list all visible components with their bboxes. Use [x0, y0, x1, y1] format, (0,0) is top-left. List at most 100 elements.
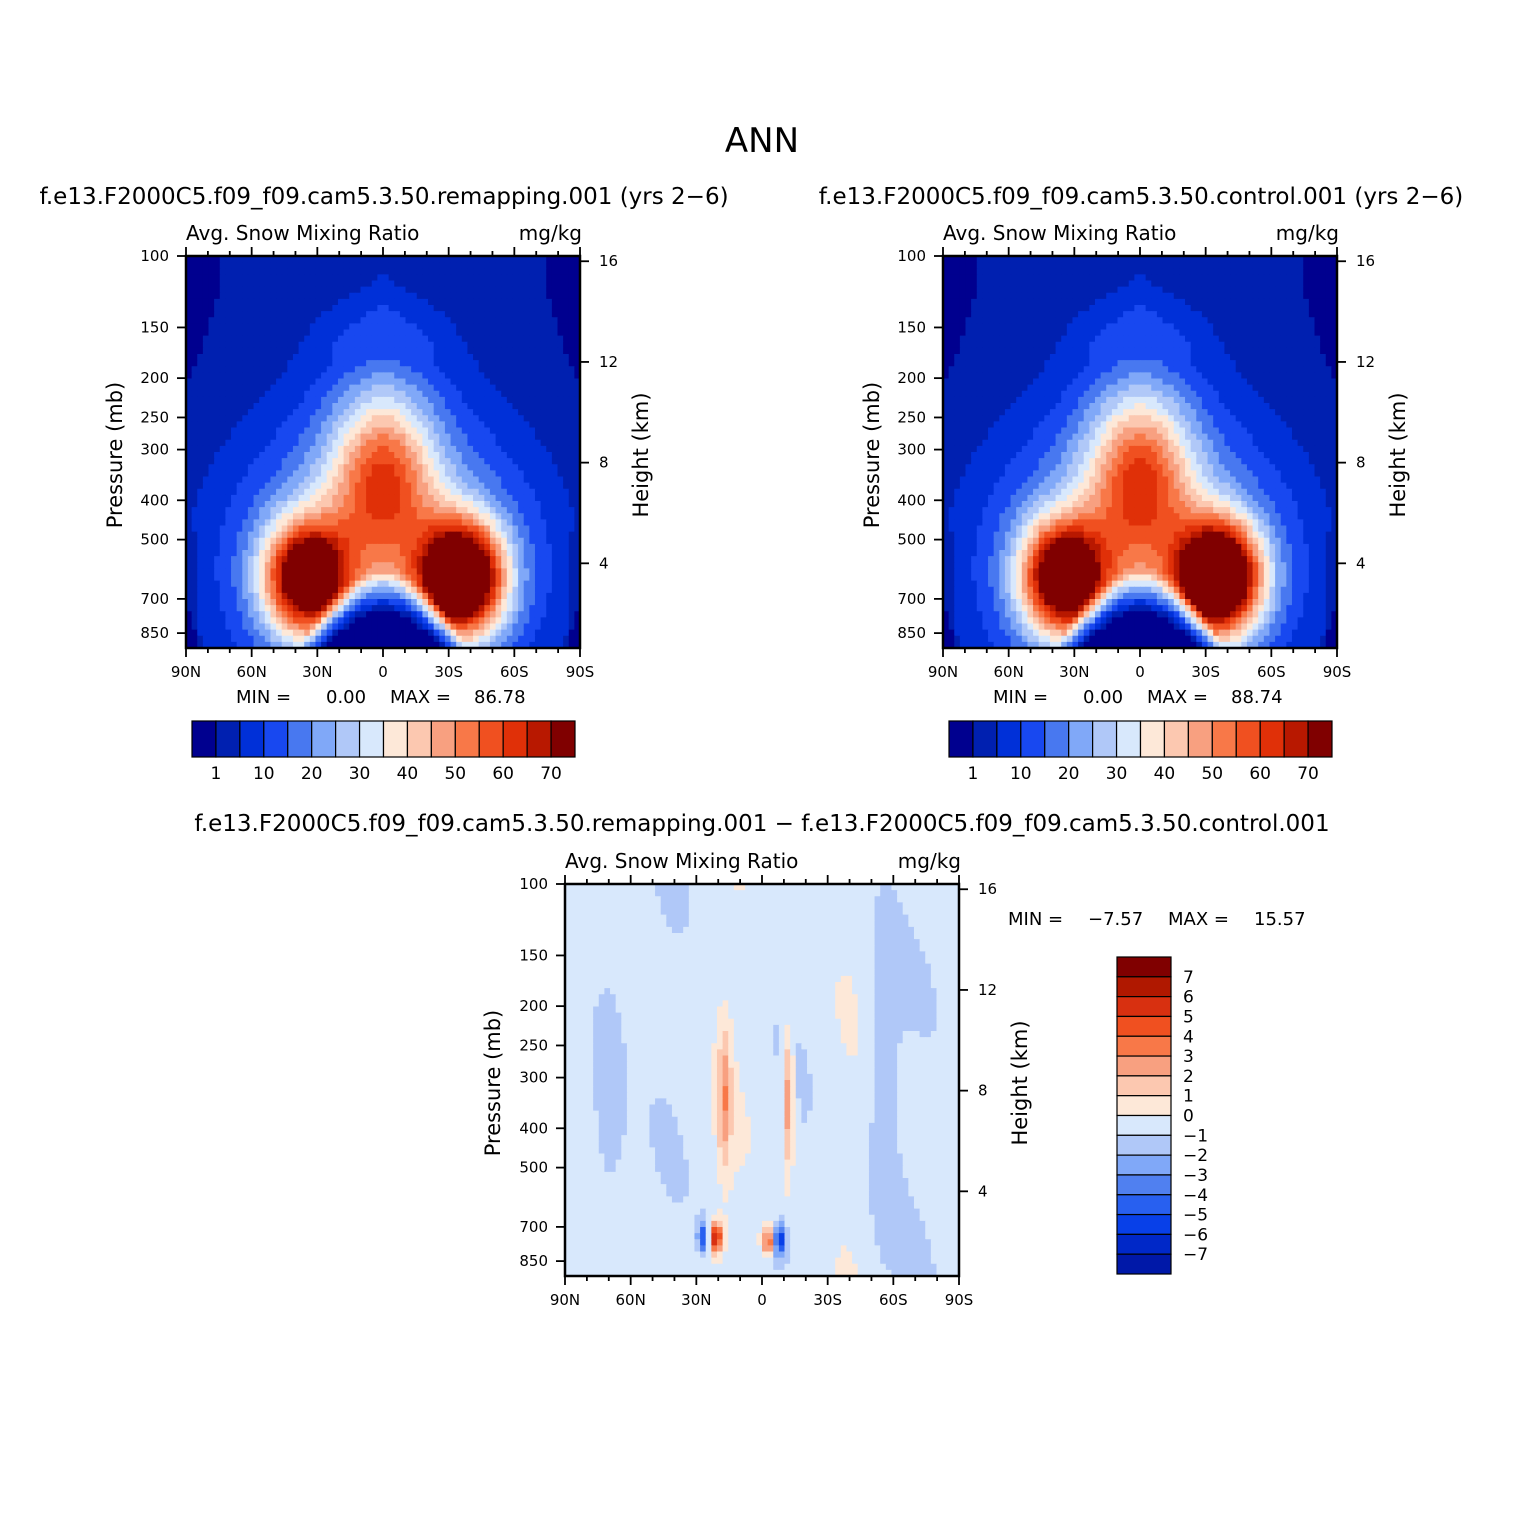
contour-cell — [993, 256, 1000, 263]
contour-cell — [433, 317, 440, 324]
contour-cell — [304, 329, 311, 337]
contour-cell — [191, 347, 198, 355]
contour-cell — [197, 329, 204, 337]
contour-cell — [383, 507, 390, 514]
contour-cell — [1156, 286, 1164, 294]
contour-cell — [242, 329, 249, 337]
contour-cell — [456, 641, 463, 649]
contour-cell — [1280, 256, 1287, 263]
contour-cell — [309, 599, 317, 606]
contour-cell — [467, 562, 474, 569]
contour-cell — [523, 298, 530, 306]
contour-cell — [473, 445, 480, 453]
contour-cell — [219, 531, 226, 539]
contour-cell — [354, 574, 362, 582]
contour-cell — [433, 390, 440, 398]
contour-cell — [461, 617, 469, 625]
contour-cell — [388, 501, 395, 508]
contour-cell — [518, 464, 525, 471]
contour-cell — [219, 403, 226, 410]
contour-cell — [259, 464, 266, 471]
contour-cell — [439, 458, 446, 465]
contour-cell — [1201, 256, 1209, 263]
contour-cell — [1140, 286, 1147, 294]
contour-cell — [214, 574, 221, 582]
contour-cell — [546, 641, 553, 649]
contour-cell — [540, 366, 547, 373]
contour-cell — [461, 347, 469, 355]
contour-cell — [428, 580, 435, 588]
contour-cell — [416, 292, 423, 300]
contour-cell — [444, 415, 452, 422]
contour-cell — [422, 329, 429, 337]
contour-cell — [219, 427, 226, 435]
contour-cell — [225, 592, 232, 600]
contour-cell — [371, 531, 378, 539]
contour-cell — [489, 433, 497, 441]
contour-cell — [304, 360, 311, 367]
contour-cell — [332, 341, 339, 349]
contour-cell — [202, 531, 210, 539]
contour-cell — [540, 305, 547, 312]
contour-cell — [1111, 262, 1119, 269]
contour-cell — [557, 580, 564, 588]
contour-cell — [371, 556, 378, 563]
contour-cell — [450, 586, 457, 594]
contour-cell — [214, 531, 221, 539]
contour-cell — [461, 605, 469, 612]
contour-cell — [456, 605, 463, 612]
contour-cell — [315, 458, 322, 465]
contour-cell — [247, 525, 255, 533]
contour-cell — [202, 372, 210, 380]
contour-cell — [411, 464, 418, 471]
contour-cell — [371, 574, 378, 582]
contour-cell — [321, 586, 328, 594]
contour-cell — [501, 470, 508, 478]
contour-cell — [518, 305, 525, 312]
contour-cell — [416, 629, 423, 637]
contour-cell — [264, 329, 272, 337]
contour-cell — [264, 366, 272, 373]
contour-cell — [444, 390, 452, 398]
contour-cell — [298, 586, 305, 594]
contour-cell — [371, 611, 378, 618]
contour-cell — [247, 335, 255, 343]
contour-cell — [214, 292, 221, 300]
contour-cell — [287, 482, 294, 490]
contour-cell — [264, 513, 272, 520]
contour-cell — [495, 482, 502, 490]
contour-cell — [394, 580, 401, 588]
contour-cell — [298, 580, 305, 588]
contour-cell — [399, 347, 407, 355]
contour-cell — [534, 415, 542, 422]
contour-cell — [214, 433, 221, 441]
contour-cell — [247, 635, 255, 643]
contour-cell — [304, 519, 311, 527]
contour-cell — [461, 519, 469, 527]
contour-cell — [478, 605, 485, 612]
contour-cell — [332, 550, 339, 557]
contour-cell — [332, 268, 339, 275]
contour-cell — [416, 366, 423, 373]
contour-cell — [315, 323, 322, 331]
contour-cell — [383, 305, 390, 312]
contour-cell — [501, 268, 508, 275]
contour-cell — [236, 501, 243, 508]
contour-cell — [456, 390, 463, 398]
contour-cell — [264, 445, 272, 453]
contour-cell — [1117, 256, 1124, 263]
contour-cell — [399, 586, 407, 594]
contour-cell — [467, 280, 474, 288]
contour-cell — [332, 531, 339, 539]
contour-cell — [219, 323, 226, 331]
contour-cell — [523, 262, 530, 269]
run-title: f.e13.F2000C5.f09_f09.cam5.3.50.control.… — [819, 184, 1463, 210]
contour-cell — [484, 641, 491, 649]
contour-cell — [529, 409, 536, 416]
contour-cell — [270, 635, 277, 643]
contour-cell — [416, 378, 423, 386]
contour-cell — [399, 433, 407, 441]
contour-cell — [444, 586, 452, 594]
contour-cell — [1151, 274, 1158, 282]
contour-cell — [349, 390, 356, 398]
